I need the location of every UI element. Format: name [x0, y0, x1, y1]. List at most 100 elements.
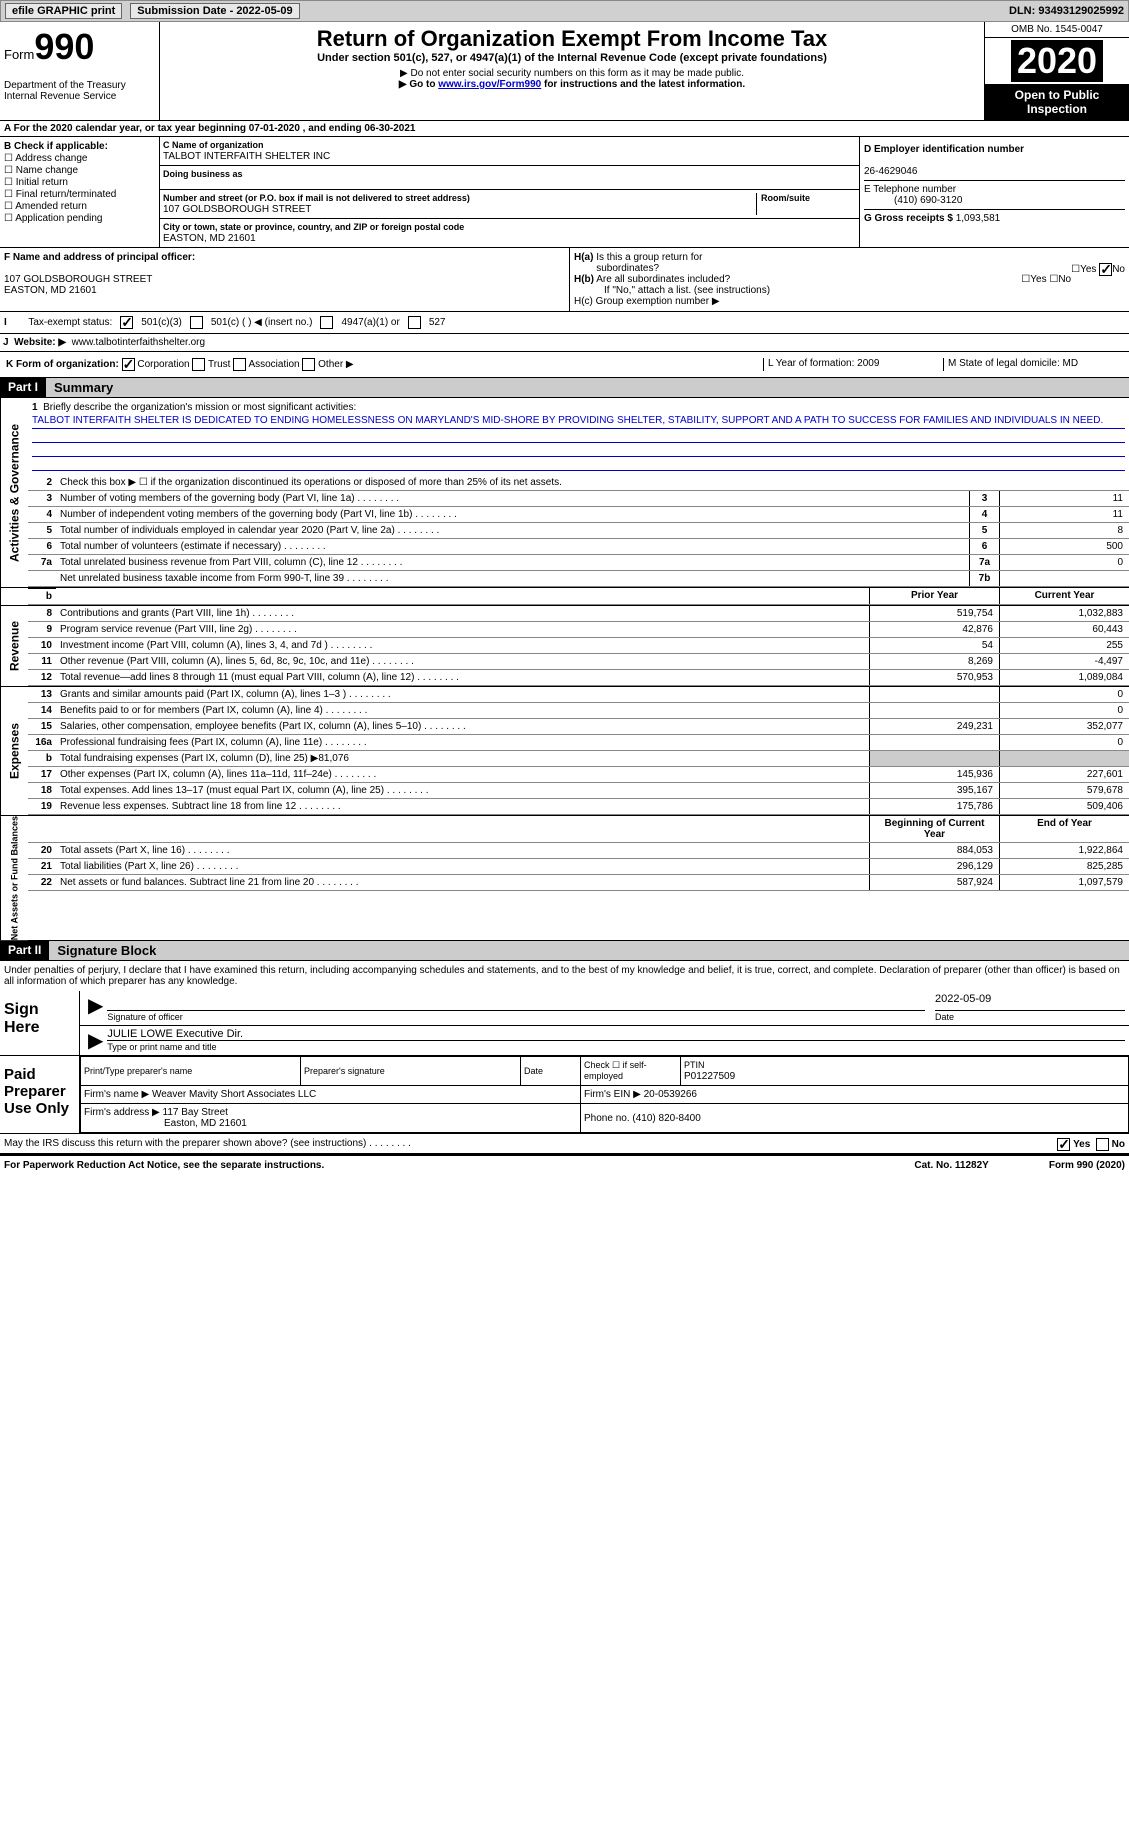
section-b-to-g: B Check if applicable: ☐ Address change … — [0, 137, 1129, 248]
cb-4947[interactable] — [320, 316, 333, 329]
note-1: ▶ Do not enter social security numbers o… — [164, 68, 980, 79]
sig-officer-label: Signature of officer — [107, 1012, 182, 1022]
form-number: 990 — [34, 26, 94, 67]
ha-no-checkbox[interactable] — [1099, 263, 1112, 276]
cb-amended[interactable]: ☐ Amended return — [4, 201, 155, 212]
part1-title: Summary — [46, 378, 1129, 397]
addr-label: Number and street (or P.O. box if mail i… — [163, 193, 470, 203]
officer-label: F Name and address of principal officer: — [4, 252, 195, 263]
section-b-title: B Check if applicable: — [4, 141, 155, 152]
form-title: Return of Organization Exempt From Incom… — [164, 26, 980, 52]
omb-number: OMB No. 1545-0047 — [985, 22, 1129, 38]
line-2: Check this box ▶ ☐ if the organization d… — [56, 475, 1129, 490]
part2-title: Signature Block — [49, 941, 1129, 960]
ein-label: D Employer identification number — [864, 144, 1024, 155]
cb-527[interactable] — [408, 316, 421, 329]
discuss-no[interactable] — [1096, 1138, 1109, 1151]
dba-label: Doing business as — [163, 169, 243, 179]
declaration-text: Under penalties of perjury, I declare th… — [0, 961, 1129, 991]
section-f-h: F Name and address of principal officer:… — [0, 248, 1129, 312]
k-label: K Form of organization: — [6, 359, 119, 370]
firm-ein: 20-0539266 — [644, 1089, 697, 1100]
sig-date-label: Date — [935, 1012, 954, 1022]
cb-final[interactable]: ☐ Final return/terminated — [4, 189, 155, 200]
phone-value: (410) 690-3120 — [864, 195, 962, 206]
discuss-row: May the IRS discuss this return with the… — [0, 1134, 1129, 1154]
mission-text: TALBOT INTERFAITH SHELTER IS DEDICATED T… — [32, 413, 1125, 429]
org-city: EASTON, MD 21601 — [163, 233, 256, 244]
tax-year: 2020 — [1011, 40, 1103, 82]
part2-header: Part II Signature Block — [0, 941, 1129, 961]
submission-button[interactable]: Submission Date - 2022-05-09 — [130, 3, 299, 19]
tax-status-row: I Tax-exempt status: 501(c)(3) 501(c) ( … — [0, 312, 1129, 334]
note-2-post: for instructions and the latest informat… — [541, 79, 745, 90]
officer-addr2: EASTON, MD 21601 — [4, 285, 97, 296]
preparer-table: Print/Type preparer's name Preparer's si… — [80, 1056, 1129, 1133]
sign-here-label: Sign Here — [0, 991, 80, 1055]
discuss-yes[interactable] — [1057, 1138, 1070, 1151]
cb-501c3[interactable] — [120, 316, 133, 329]
part1-label: Part I — [0, 378, 46, 397]
form-header: Form990 Department of the Treasury Inter… — [0, 22, 1129, 121]
cb-address[interactable]: ☐ Address change — [4, 153, 155, 164]
hb-note: If "No," attach a list. (see instruction… — [574, 285, 1125, 296]
hc-text: H(c) Group exemption number ▶ — [574, 296, 1125, 307]
prep-phone: (410) 820-8400 — [632, 1113, 700, 1124]
mission-label: Briefly describe the organization's miss… — [43, 402, 356, 413]
form-subtitle: Under section 501(c), 527, or 4947(a)(1)… — [164, 52, 980, 64]
sidebar-governance: Activities & Governance — [0, 398, 28, 587]
form-label: Form — [4, 47, 34, 62]
prior-year-header: Prior Year — [869, 588, 999, 604]
sidebar-expenses: Expenses — [0, 687, 28, 815]
cb-corp[interactable] — [122, 358, 135, 371]
cb-assoc[interactable] — [233, 358, 246, 371]
cb-trust[interactable] — [192, 358, 205, 371]
paperwork-notice: For Paperwork Reduction Act Notice, see … — [4, 1160, 324, 1171]
type-name-label: Type or print name and title — [107, 1042, 216, 1052]
sidebar-revenue: Revenue — [0, 606, 28, 686]
part1-header: Part I Summary — [0, 378, 1129, 398]
begin-year-header: Beginning of Current Year — [869, 816, 999, 842]
sidebar-net: Net Assets or Fund Balances — [0, 816, 28, 940]
firm-name: Weaver Mavity Short Associates LLC — [152, 1089, 316, 1100]
inspection-label: Open to Public Inspection — [985, 84, 1129, 120]
firm-addr: 117 Bay Street — [163, 1107, 228, 1118]
l-year: L Year of formation: 2009 — [763, 358, 943, 371]
end-year-header: End of Year — [999, 816, 1129, 842]
sign-here-row: Sign Here ▶Signature of officer2022-05-0… — [0, 991, 1129, 1056]
website-row: J Website: ▶ www.talbotinterfaithshelter… — [0, 334, 1129, 352]
ptin-value: P01227509 — [684, 1071, 735, 1082]
firm-city: Easton, MD 21601 — [84, 1118, 247, 1129]
k-row: K Form of organization: Corporation Trus… — [0, 352, 1129, 378]
cb-501c[interactable] — [190, 316, 203, 329]
cb-name[interactable]: ☐ Name change — [4, 165, 155, 176]
website-value: www.talbotinterfaithshelter.org — [72, 337, 205, 348]
ein-value: 26-4629046 — [864, 166, 917, 177]
cb-initial[interactable]: ☐ Initial return — [4, 177, 155, 188]
irs-text: Internal Revenue Service — [4, 91, 155, 102]
gross-value: 1,093,581 — [956, 213, 1001, 224]
sig-date-value: 2022-05-09 — [935, 993, 1125, 1011]
name-label: C Name of organization — [163, 140, 264, 150]
room-label: Room/suite — [761, 193, 810, 203]
tax-status-label: Tax-exempt status: — [28, 317, 112, 328]
website-label: Website: ▶ — [14, 337, 66, 348]
part2-label: Part II — [0, 941, 49, 960]
top-bar: efile GRAPHIC print Submission Date - 20… — [0, 0, 1129, 22]
form990-link[interactable]: www.irs.gov/Form990 — [438, 79, 541, 90]
tax-period: A For the 2020 calendar year, or tax yea… — [0, 121, 1129, 137]
gross-label: G Gross receipts $ — [864, 213, 956, 224]
cb-other[interactable] — [302, 358, 315, 371]
current-year-header: Current Year — [999, 588, 1129, 604]
efile-button[interactable]: efile GRAPHIC print — [5, 3, 122, 19]
city-label: City or town, state or province, country… — [163, 222, 464, 232]
note-2-pre: ▶ Go to — [399, 79, 438, 90]
phone-label: E Telephone number — [864, 184, 956, 195]
org-address: 107 GOLDSBOROUGH STREET — [163, 204, 311, 215]
footer: For Paperwork Reduction Act Notice, see … — [0, 1154, 1129, 1175]
cat-no: Cat. No. 11282Y — [914, 1160, 988, 1171]
dln-text: DLN: 93493129025992 — [1009, 5, 1124, 17]
cb-pending[interactable]: ☐ Application pending — [4, 213, 155, 224]
dept-text: Department of the Treasury — [4, 80, 155, 91]
paid-preparer-row: Paid Preparer Use Only Print/Type prepar… — [0, 1056, 1129, 1134]
